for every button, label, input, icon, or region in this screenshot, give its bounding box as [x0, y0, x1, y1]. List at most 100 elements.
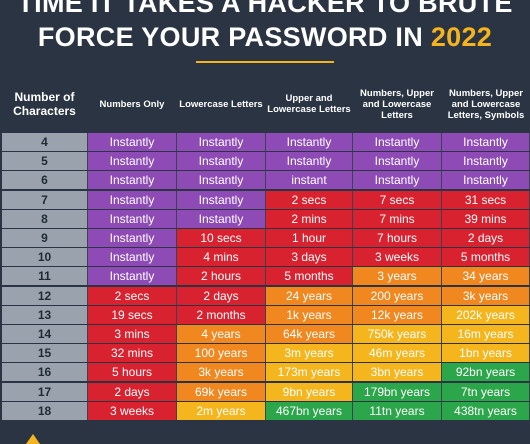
time-cell: 3m years [266, 344, 353, 363]
time-cell: 5 months [442, 248, 530, 267]
time-cell: Instantly [442, 133, 530, 151]
character-count-cell: 4 [2, 133, 88, 151]
time-cell: 7tn years [442, 382, 530, 401]
time-cell: 7 secs [353, 190, 442, 209]
time-cell: 3 weeks [88, 401, 177, 420]
time-cell: 4 mins [177, 248, 266, 267]
time-cell: 11tn years [353, 401, 442, 420]
time-cell: 4 years [177, 325, 266, 343]
title-line-2: FORCE YOUR PASSWORD IN 2022 [0, 22, 530, 53]
time-cell: 7 mins [353, 209, 442, 228]
time-cell: 200 years [353, 286, 442, 305]
character-count-cell: 7 [2, 190, 88, 209]
header-num-upper-lower-symbols: Numbers, Upper and Lowercase Letters, Sy… [447, 87, 525, 121]
time-cell: Instantly [88, 209, 177, 228]
time-cell: Instantly [177, 152, 266, 171]
time-cell: 2 days [177, 286, 266, 305]
time-cell: 2 months [177, 305, 266, 324]
time-cell: 12k years [353, 305, 442, 324]
time-cell: 2 days [88, 382, 177, 401]
time-cell: 5 hours [88, 363, 177, 382]
title-prefix: FORCE YOUR PASSWORD IN [37, 22, 424, 52]
character-count-cell: 16 [2, 363, 88, 382]
title-underline [196, 61, 334, 63]
time-cell: 9bn years [266, 382, 353, 401]
header-lowercase: Lowercase Letters [179, 98, 263, 110]
time-cell: Instantly [88, 190, 177, 209]
time-cell: Instantly [177, 171, 266, 190]
header-numbers-only: Numbers Only [99, 98, 165, 110]
header-num-upper-lower: Numbers, Upper and Lowercase Letters [360, 87, 434, 121]
time-cell: Instantly [353, 171, 442, 190]
time-cell: 32 mins [88, 344, 177, 363]
character-count-cell: 13 [2, 305, 88, 324]
character-count-cell: 9 [2, 229, 88, 247]
time-cell: 438tn years [442, 401, 530, 420]
time-cell: 2 days [442, 229, 530, 247]
time-cell: 34 years [442, 267, 530, 286]
time-cell: Instantly [88, 267, 177, 286]
title-line-1: TIME IT TAKES A HACKER TO BRUTE [17, 0, 513, 18]
time-cell: Instantly [177, 209, 266, 228]
time-cell: 92bn years [442, 363, 530, 382]
character-count-cell: 15 [2, 344, 88, 363]
time-cell: 467bn years [266, 401, 353, 420]
time-cell: 64k years [266, 325, 353, 343]
time-cell: 46m years [353, 344, 442, 363]
time-cell: 10 secs [177, 229, 266, 247]
logo-icon [26, 434, 40, 444]
time-cell: 3k years [177, 363, 266, 382]
time-cell: 3 weeks [353, 248, 442, 267]
time-cell: Instantly [442, 171, 530, 190]
character-count-cell: 10 [2, 248, 88, 267]
time-cell: 39 mins [442, 209, 530, 228]
time-cell: Instantly [177, 133, 266, 151]
time-cell: Instantly [88, 229, 177, 247]
time-cell: 2 secs [88, 286, 177, 305]
time-cell: 3k years [442, 286, 530, 305]
time-cell: Instantly [88, 152, 177, 171]
time-cell: Instantly [266, 133, 353, 151]
time-cell: 3 mins [88, 325, 177, 343]
header-upper-lower: Upper and Lowercase Letters [267, 93, 351, 115]
time-cell: Instantly [353, 133, 442, 151]
time-cell: Instantly [266, 152, 353, 171]
character-count-cell: 17 [2, 382, 88, 401]
time-cell: 19 secs [88, 305, 177, 324]
time-cell: Instantly [88, 171, 177, 190]
character-count-cell: 5 [2, 152, 88, 171]
time-cell: 24 years [266, 286, 353, 305]
title-year: 2022 [430, 22, 493, 52]
character-count-cell: 12 [2, 286, 88, 305]
time-cell: 202k years [442, 305, 530, 324]
time-cell: 16m years [442, 325, 530, 343]
time-cell: Instantly [177, 190, 266, 209]
time-cell: 5 months [266, 267, 353, 286]
time-cell: Instantly [88, 133, 177, 151]
character-count-cell: 18 [2, 401, 88, 420]
time-cell: 100 years [177, 344, 266, 363]
time-cell: 3 years [353, 267, 442, 286]
time-cell: Instantly [442, 152, 530, 171]
time-cell: 2 mins [266, 209, 353, 228]
time-cell: 31 secs [442, 190, 530, 209]
time-cell: instant [266, 171, 353, 190]
time-cell: 3 days [266, 248, 353, 267]
time-cell: Instantly [88, 248, 177, 267]
time-cell: 2 hours [177, 267, 266, 286]
time-cell: 2m years [177, 401, 266, 420]
time-cell: 173m years [266, 363, 353, 382]
character-count-cell: 6 [2, 171, 88, 190]
header-number-of-characters: Number of Characters [13, 90, 76, 118]
time-cell: 7 hours [353, 229, 442, 247]
time-cell: 69k years [177, 382, 266, 401]
time-cell: 1bn years [442, 344, 530, 363]
time-cell: 179bn years [353, 382, 442, 401]
time-cell: 1k years [266, 305, 353, 324]
character-count-cell: 11 [2, 267, 88, 286]
time-cell: 3bn years [353, 363, 442, 382]
time-cell: 2 secs [266, 190, 353, 209]
character-count-cell: 8 [2, 209, 88, 228]
time-cell: 1 hour [266, 229, 353, 247]
time-cell: Instantly [353, 152, 442, 171]
